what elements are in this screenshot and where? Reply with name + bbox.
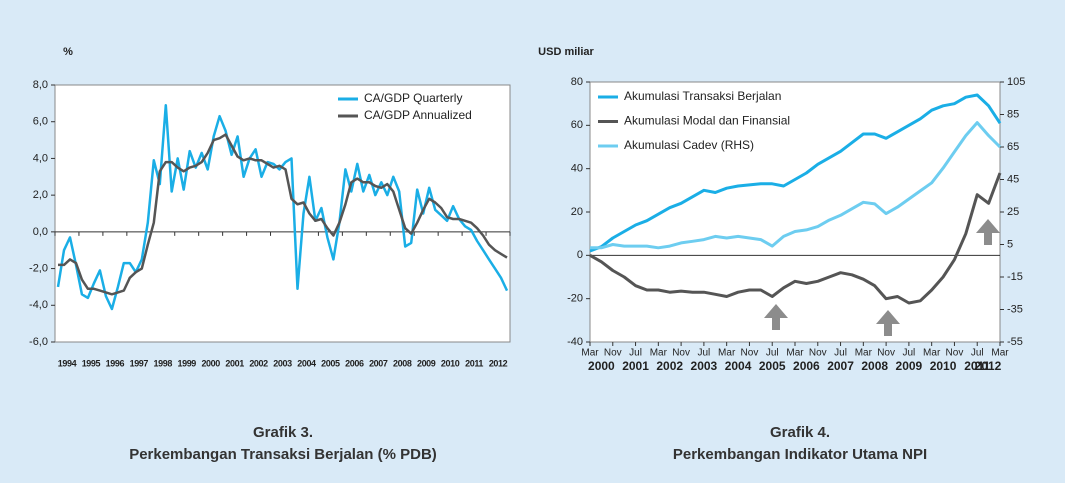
- y-tick-label: 8,0: [33, 79, 48, 91]
- x-tick-label: Nov: [604, 348, 622, 359]
- x-tick-label: 2007: [369, 358, 388, 368]
- x-year-label: 2000: [588, 359, 615, 373]
- x-tick-label: 1998: [154, 358, 173, 368]
- x-year-label: 2011: [964, 359, 990, 373]
- y-tick-label: -2,0: [29, 262, 48, 274]
- x-tick-label: 1999: [177, 358, 196, 368]
- x-tick-label: Mar: [786, 348, 804, 359]
- x-tick-label: Nov: [946, 348, 964, 359]
- y2-tick-label: 85: [1007, 108, 1019, 120]
- x-year-label: 2001: [622, 359, 649, 373]
- x-tick-label: 2000: [201, 358, 220, 368]
- x-tick-label: Mar: [581, 348, 599, 359]
- arrow: [876, 310, 900, 336]
- y-tick-label: -20: [567, 293, 583, 305]
- x-tick-label: 1994: [58, 358, 77, 368]
- y-axis-label: %: [63, 46, 73, 58]
- x-tick-label: 2001: [225, 358, 244, 368]
- y-tick-label: 40: [571, 163, 583, 175]
- y2-tick-label: 65: [1007, 141, 1019, 153]
- y2-tick-label: 5: [1007, 238, 1013, 250]
- y2-tick-label: 25: [1007, 206, 1019, 218]
- x-tick-label: 2005: [321, 358, 340, 368]
- legend-label: Akumulasi Transaksi Berjalan: [624, 89, 781, 103]
- x-year-label: 2012: [975, 359, 1002, 373]
- x-year-label: 2003: [691, 359, 718, 373]
- x-year-label: 2004: [725, 359, 752, 373]
- y2-tick-label: -15: [1007, 271, 1023, 283]
- chart-subtitle: Perkembangan Transaksi Berjalan (% PDB): [129, 446, 437, 463]
- x-year-label: 2006: [793, 359, 820, 373]
- y2-tick-label: -35: [1007, 303, 1023, 315]
- chart-title: Grafik 3.: [253, 424, 313, 441]
- x-year-label: 2005: [759, 359, 786, 373]
- y-tick-label: 20: [571, 206, 583, 218]
- x-tick-label: Mar: [923, 348, 941, 359]
- x-tick-label: Mar: [991, 348, 1009, 359]
- series-line: [589, 93, 1002, 253]
- x-tick-label: Jul: [971, 348, 984, 359]
- x-tick-label: Mar: [650, 348, 668, 359]
- series-line: [589, 172, 1002, 305]
- x-tick-label: 1995: [82, 358, 101, 368]
- chart-title: Grafik 4.: [770, 424, 830, 441]
- x-tick-label: Mar: [718, 348, 736, 359]
- y-tick-label: 0: [577, 249, 583, 261]
- series-line: [58, 133, 508, 296]
- x-tick-label: 1997: [130, 358, 149, 368]
- x-tick-label: Jul: [902, 348, 915, 359]
- y-tick-label: 60: [571, 119, 583, 131]
- x-tick-label: 2002: [249, 358, 268, 368]
- arrow: [976, 219, 1000, 245]
- plot-area: [54, 84, 511, 343]
- x-year-label: 2009: [896, 359, 923, 373]
- y2-tick-label: 105: [1007, 76, 1025, 88]
- x-tick-label: 2004: [297, 358, 316, 368]
- y-axis-label: USD miliar: [538, 46, 594, 58]
- x-tick-label: 2009: [417, 358, 436, 368]
- x-year-label: 2010: [930, 359, 957, 373]
- legend-label: CA/GDP Annualized: [364, 108, 472, 122]
- y-tick-label: 2,0: [33, 189, 48, 201]
- x-tick-label: Nov: [672, 348, 690, 359]
- x-year-label: 2002: [656, 359, 683, 373]
- x-tick-label: Jul: [697, 348, 710, 359]
- y-tick-label: 80: [571, 76, 583, 88]
- legend-label: Akumulasi Modal dan Finansial: [624, 114, 790, 128]
- x-tick-label: Jul: [629, 348, 642, 359]
- legend-label: CA/GDP Quarterly: [364, 91, 462, 105]
- x-tick-label: Mar: [855, 348, 873, 359]
- x-tick-label: 2008: [393, 358, 412, 368]
- y2-tick-label: -55: [1007, 336, 1023, 348]
- y-tick-label: -40: [567, 336, 583, 348]
- x-tick-label: Jul: [766, 348, 779, 359]
- x-year-label: 2007: [827, 359, 854, 373]
- chart-subtitle: Perkembangan Indikator Utama NPI: [673, 446, 927, 463]
- y-tick-label: 0,0: [33, 226, 48, 238]
- x-tick-label: Nov: [741, 348, 759, 359]
- x-tick-label: 2006: [345, 358, 364, 368]
- y-tick-label: -6,0: [29, 336, 48, 348]
- y-tick-label: -4,0: [29, 299, 48, 311]
- x-tick-label: 2010: [441, 358, 460, 368]
- y2-tick-label: 45: [1007, 173, 1019, 185]
- series-line: [56, 103, 509, 311]
- legend-label: Akumulasi Cadev (RHS): [624, 138, 754, 152]
- y-tick-label: 4,0: [33, 152, 48, 164]
- x-tick-label: 1996: [106, 358, 125, 368]
- arrows: [764, 219, 1000, 336]
- plot-area: [589, 81, 1001, 343]
- x-tick-label: Nov: [809, 348, 827, 359]
- x-year-label: 2008: [861, 359, 888, 373]
- y-tick-label: 6,0: [33, 116, 48, 128]
- x-tick-label: 2011: [465, 358, 483, 368]
- x-tick-label: Nov: [877, 348, 895, 359]
- arrow: [764, 304, 788, 330]
- x-tick-label: 2003: [273, 358, 292, 368]
- series-line: [590, 121, 1002, 250]
- x-tick-label: Jul: [834, 348, 847, 359]
- x-tick-label: 2012: [489, 358, 508, 368]
